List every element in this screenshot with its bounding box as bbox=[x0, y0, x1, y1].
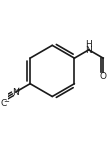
Text: C: C bbox=[0, 99, 6, 108]
Text: H: H bbox=[85, 40, 91, 49]
Text: +: + bbox=[16, 86, 21, 92]
Text: N: N bbox=[12, 88, 18, 97]
Text: O: O bbox=[99, 72, 106, 81]
Text: N: N bbox=[85, 46, 91, 55]
Text: −: − bbox=[3, 98, 9, 104]
